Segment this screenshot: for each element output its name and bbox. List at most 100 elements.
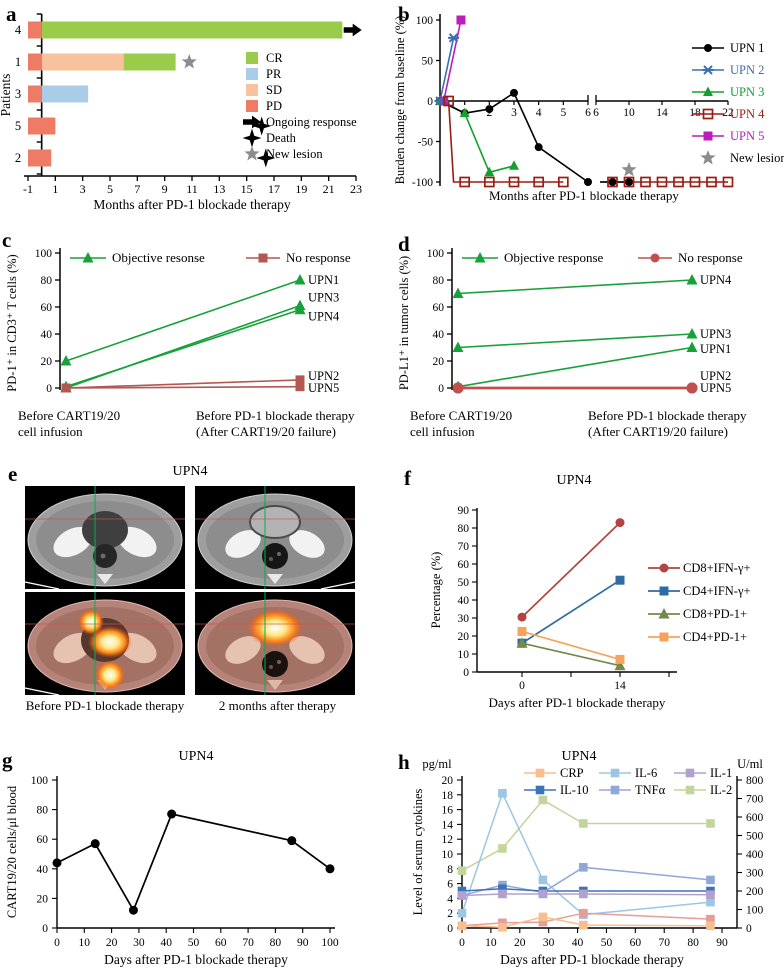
x-tick-label: 0 (459, 937, 465, 949)
patient-label: 2 (15, 151, 21, 165)
x-tick-label: 22 (722, 107, 734, 119)
data-point (579, 889, 588, 899)
data-point (706, 176, 717, 188)
data-point (533, 176, 545, 188)
x-tick-label: 14 (656, 107, 668, 119)
x-tick-label: 9 (162, 182, 168, 196)
y-axis-title: PD-L1⁺ in tumor cells (%) (397, 256, 411, 390)
bar-patient4-PD (28, 21, 42, 39)
data-point (579, 920, 588, 930)
data-point (510, 88, 518, 97)
x-tick-label: 6 (593, 107, 599, 119)
x-tick-label: 100 (321, 937, 339, 949)
data-point (483, 176, 495, 188)
data-point (295, 382, 305, 392)
x-tick-label: 20 (514, 937, 526, 949)
legend-swatch (246, 100, 258, 112)
y-tick-label: 14 (442, 819, 454, 831)
data-point (703, 131, 713, 141)
data-point (452, 341, 464, 352)
data-point (474, 252, 486, 263)
x-tick-label: 14 (614, 680, 626, 692)
data-point (517, 612, 527, 622)
bar-patient1-PD (28, 53, 42, 71)
legend-label: PR (266, 67, 282, 81)
panel-a-label: a (6, 2, 17, 26)
panel-e-title: UPN4 (172, 464, 208, 479)
x-tick-label: 18 (689, 107, 701, 119)
y-tick-label: 600 (746, 812, 764, 824)
x-tick-label: 60 (630, 937, 642, 949)
data-point (615, 654, 625, 664)
y-tick-label: 0 (46, 383, 52, 395)
data-point (538, 912, 548, 922)
data-point (579, 908, 588, 918)
series-UPN2 (65, 379, 301, 389)
x-tick-label: 20 (106, 937, 118, 949)
data-point (656, 176, 668, 188)
legend-label: Objective resonse (112, 250, 205, 265)
legend-label: SD (266, 83, 282, 97)
y-tick-label: 0 (427, 96, 433, 108)
y-tick-label: 50 (422, 56, 434, 68)
g-x-axis-title: Days after PD-1 blockade therapy (104, 952, 288, 967)
data-point (459, 176, 471, 188)
legend-label: IL-2 (710, 783, 732, 797)
x-tick-label: 40 (160, 937, 172, 949)
y-tick-label: 80 (37, 805, 49, 817)
x-tick-label: 70 (658, 937, 670, 949)
legend-label: CD4+IFN-γ+ (683, 584, 751, 598)
series-end-label: UPN3 (308, 291, 339, 305)
bar-patient3-PR (41, 85, 89, 103)
data-point (706, 897, 715, 907)
x-tick-label: -1 (23, 182, 33, 196)
patient-label: 5 (15, 119, 21, 133)
x-tick-label: 0 (54, 937, 60, 949)
bar-patient5-PD (28, 117, 56, 135)
y-tick-label: 70 (458, 541, 470, 553)
y-tick-label: 40 (433, 329, 445, 341)
death-cross-marker (256, 148, 276, 168)
x-tick-label: 10 (623, 107, 635, 119)
star-marker (181, 54, 197, 69)
bar-patient3-PD (28, 85, 42, 103)
b-y-axis-title: Burden change from baseline (%) (393, 16, 407, 185)
y-tick-label: 100 (427, 248, 445, 260)
panel-f-chart: UPN4 0 10 20 30 40 50 60 70 80 90 Percentage (%) 0 14… (429, 473, 751, 710)
y-tick-label: 0 (42, 923, 48, 935)
data-point (625, 178, 633, 186)
data-point (659, 563, 669, 573)
x-tick-label: 15 (241, 182, 253, 196)
panel-d-chart: 0 20 40 60 80 100 PD-L1⁺ in tumor cells (%) UPN… (397, 248, 747, 439)
y-tick-label: 400 (746, 849, 764, 861)
category-label: (After CART19/20 failure) (588, 424, 728, 439)
data-point (287, 836, 297, 846)
right-unit-label: U/ml (737, 757, 763, 771)
data-point (459, 107, 470, 118)
x-tick-label: 7 (134, 182, 140, 196)
x-tick-label: 30 (133, 937, 145, 949)
b-x-axis-title: Months after PD-1 blockade therapy (489, 188, 679, 203)
y-tick-label: 10 (458, 649, 470, 661)
y-axis-title: PD-1⁺ in CD3⁺ T cells (%) (5, 254, 19, 391)
data-point (706, 914, 715, 924)
g-title: UPN4 (178, 749, 213, 764)
data-point (673, 176, 684, 188)
y-tick-label: 80 (433, 275, 445, 287)
y-tick-label: 20 (37, 893, 49, 905)
panel-c-label: c (2, 228, 12, 252)
y-tick-label: 100 (35, 248, 53, 260)
data-point (456, 15, 466, 25)
data-point (659, 586, 669, 596)
data-point (557, 176, 569, 188)
series-UPN3 (457, 333, 693, 349)
x-tick-label: 21 (323, 182, 335, 196)
x-tick-label: 30 (543, 937, 555, 949)
pet-ct-scan-grid (24, 486, 356, 696)
patient-label: 1 (15, 55, 21, 69)
data-point (457, 908, 467, 918)
y-tick-label: -50 (418, 137, 434, 149)
series-CD4+PD-1+ (521, 630, 621, 661)
data-point (610, 768, 620, 778)
legend-label: Ongoing response (266, 115, 357, 129)
